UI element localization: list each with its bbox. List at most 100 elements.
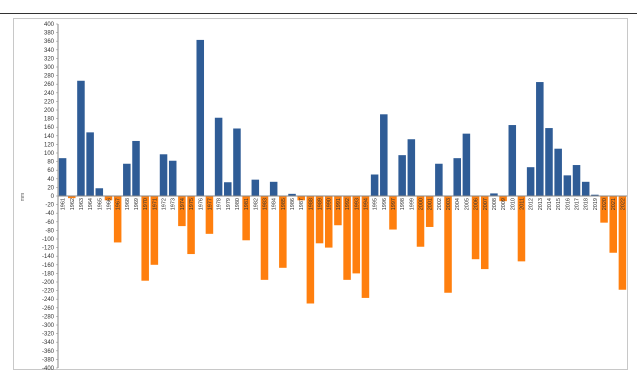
y-tick-label: -80 bbox=[45, 228, 54, 234]
bar-1982 bbox=[251, 179, 260, 196]
y-tick-label: -360 bbox=[42, 349, 55, 355]
x-tick-label: 2016 bbox=[565, 198, 571, 210]
x-tick-label: 1974 bbox=[180, 198, 186, 210]
x-tick-label: 1992 bbox=[345, 198, 351, 210]
bar-1993 bbox=[352, 196, 361, 274]
y-tick-label: -380 bbox=[42, 357, 55, 363]
bar-1992 bbox=[343, 196, 351, 280]
bar-1969 bbox=[132, 140, 140, 196]
bar-1988 bbox=[306, 196, 315, 304]
x-tick-label: 1997 bbox=[391, 198, 397, 210]
bar-1968 bbox=[123, 163, 131, 196]
x-tick-label: 2021 bbox=[611, 198, 617, 210]
x-tick-label: 1967 bbox=[116, 198, 122, 210]
y-tick-label: -260 bbox=[42, 306, 55, 312]
bar-2020 bbox=[600, 196, 608, 223]
x-tick-label: 1961 bbox=[61, 198, 67, 210]
bar-2016 bbox=[563, 175, 572, 196]
x-tick-label: 1973 bbox=[171, 198, 177, 210]
y-tick-label: -400 bbox=[42, 366, 55, 372]
x-tick-label: 2003 bbox=[446, 198, 452, 210]
bar-2006 bbox=[471, 196, 480, 260]
x-tick-label: 2007 bbox=[483, 198, 489, 210]
x-tick-label: 1986 bbox=[290, 198, 296, 210]
x-tick-label: 2000 bbox=[419, 198, 425, 210]
bar-1976 bbox=[196, 39, 205, 196]
x-tick-label: 1977 bbox=[207, 198, 213, 210]
bar-2010 bbox=[508, 125, 517, 196]
x-tick-label: 1964 bbox=[88, 198, 94, 210]
bar-1972 bbox=[159, 154, 168, 196]
y-tick-label: 40 bbox=[47, 177, 54, 183]
x-tick-label: 1962 bbox=[70, 198, 76, 210]
y-tick-label: -100 bbox=[42, 237, 55, 243]
y-tick-label: 120 bbox=[44, 142, 55, 148]
x-tick-label: 2020 bbox=[602, 198, 608, 210]
bars bbox=[58, 39, 627, 304]
bar-2002 bbox=[435, 163, 443, 196]
x-tick-label: 1999 bbox=[409, 198, 415, 210]
x-axis-ticks: 1961 1962 1963 1964 1965 1966 1967 1968 1969 1970… bbox=[61, 198, 627, 210]
bar-1997 bbox=[389, 196, 397, 230]
x-tick-label: 1975 bbox=[189, 198, 195, 210]
bar-1981 bbox=[242, 196, 250, 241]
y-tick-label: -40 bbox=[45, 211, 54, 217]
x-tick-label: 2005 bbox=[464, 198, 470, 210]
y-tick-label: 260 bbox=[44, 82, 55, 88]
x-tick-label: 2002 bbox=[437, 198, 443, 210]
bar-1991 bbox=[334, 196, 342, 226]
x-tick-label: 2008 bbox=[492, 198, 498, 210]
y-tick-label: 0 bbox=[51, 194, 55, 200]
bar-2003 bbox=[444, 196, 452, 293]
x-tick-label: 2012 bbox=[529, 198, 535, 210]
bar-1974 bbox=[178, 196, 186, 227]
bar-1983 bbox=[260, 196, 269, 280]
x-tick-label: 1988 bbox=[308, 198, 314, 210]
x-tick-label: 1998 bbox=[400, 198, 406, 210]
bar-1967 bbox=[113, 196, 122, 243]
bar-1971 bbox=[150, 196, 159, 265]
x-tick-label: 1996 bbox=[382, 198, 388, 210]
x-tick-label: 2019 bbox=[593, 198, 599, 210]
bar-2014 bbox=[545, 128, 553, 196]
y-tick-label: 20 bbox=[47, 185, 54, 191]
bar-1979 bbox=[224, 182, 232, 196]
x-tick-label: 1984 bbox=[272, 198, 278, 210]
bar-1963 bbox=[77, 80, 85, 196]
y-tick-label: 380 bbox=[44, 31, 55, 37]
y-tick-label: -20 bbox=[45, 203, 54, 209]
bar-2007 bbox=[480, 196, 489, 270]
x-tick-label: 1994 bbox=[363, 198, 369, 210]
y-tick-label: -140 bbox=[42, 254, 55, 260]
x-tick-label: 1968 bbox=[125, 198, 131, 210]
y-tick-label: 60 bbox=[47, 168, 54, 174]
bar-2013 bbox=[536, 82, 544, 196]
y-tick-label: 400 bbox=[44, 22, 55, 28]
x-tick-label: 2022 bbox=[620, 198, 626, 210]
x-tick-label: 2017 bbox=[575, 198, 581, 210]
x-tick-label: 2011 bbox=[519, 198, 525, 210]
x-tick-label: 1985 bbox=[281, 198, 287, 210]
bar-1965 bbox=[95, 188, 104, 196]
y-tick-label: 240 bbox=[44, 91, 55, 97]
bar-1986 bbox=[288, 193, 296, 196]
x-tick-label: 2001 bbox=[428, 198, 434, 210]
y-tick-label: -280 bbox=[42, 314, 55, 320]
y-tick-label: 140 bbox=[44, 134, 55, 140]
y-tick-label: -160 bbox=[42, 263, 55, 269]
y-tick-label: 220 bbox=[44, 99, 55, 105]
x-tick-label: 1971 bbox=[152, 198, 158, 210]
bar-2022 bbox=[618, 196, 627, 290]
y-tick-label: -180 bbox=[42, 271, 55, 277]
y-tick-label: -60 bbox=[45, 220, 54, 226]
bar-1995 bbox=[370, 174, 379, 196]
bar-1998 bbox=[398, 155, 406, 196]
y-tick-label: 160 bbox=[44, 125, 55, 131]
y-tick-label: 340 bbox=[44, 48, 55, 54]
bar-2004 bbox=[453, 158, 461, 196]
y-tick-label: -320 bbox=[42, 332, 55, 338]
y-tick-label: -300 bbox=[42, 323, 55, 329]
y-tick-label: 320 bbox=[44, 56, 55, 62]
y-tick-label: 80 bbox=[47, 160, 54, 166]
